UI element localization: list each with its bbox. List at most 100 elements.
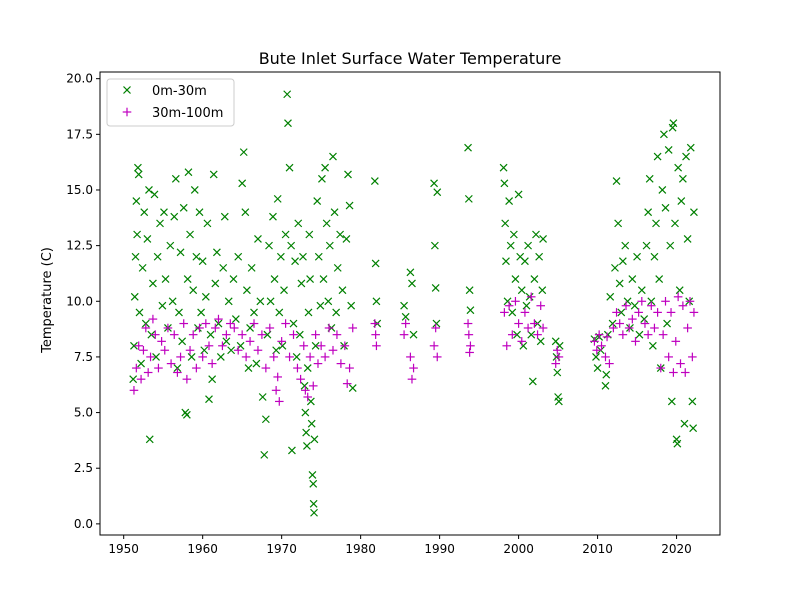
point-1-55: [303, 392, 313, 402]
point-0-205: [608, 319, 617, 328]
point-0-207: [612, 177, 621, 185]
point-0-244: [675, 286, 684, 295]
point-1-22: [192, 363, 201, 373]
point-0-83: [265, 241, 273, 250]
point-0-53: [208, 375, 217, 384]
point-1-136: [685, 296, 695, 306]
point-0-54: [209, 170, 218, 179]
point-0-37: [183, 275, 192, 283]
point-0-218: [635, 330, 644, 339]
point-0-210: [617, 308, 626, 317]
point-0-105: [299, 252, 307, 261]
point-1-54: [301, 386, 310, 395]
point-1-10: [154, 363, 163, 373]
point-1-66: [340, 341, 350, 351]
point-1-60: [316, 341, 326, 351]
point-0-80: [260, 450, 269, 459]
point-1-77: [409, 363, 418, 373]
point-0-169: [508, 308, 517, 317]
point-0-152: [409, 330, 418, 339]
point-1-113: [621, 301, 631, 311]
point-0-140: [344, 170, 352, 179]
point-0-20: [153, 252, 162, 261]
point-1-115: [628, 314, 637, 324]
point-0-249: [683, 235, 692, 243]
point-0-66: [234, 252, 243, 261]
y-tick-label-3: 7.5: [74, 350, 93, 364]
point-0-229: [655, 275, 664, 283]
point-0-167: [505, 197, 514, 206]
point-0-33: [178, 337, 187, 346]
point-1-118: [637, 296, 647, 306]
point-1-24: [198, 352, 207, 362]
point-0-173: [514, 190, 523, 199]
point-0-117: [309, 479, 318, 488]
point-1-30: [218, 341, 227, 351]
point-0-55: [211, 279, 220, 288]
point-1-61: [320, 352, 330, 362]
point-1-8: [148, 314, 158, 324]
point-0-6: [133, 163, 142, 172]
point-1-121: [646, 301, 656, 311]
point-0-70: [241, 208, 250, 217]
point-1-38: [249, 319, 259, 328]
point-0-217: [633, 252, 641, 261]
point-0-226: [650, 252, 659, 261]
point-1-100: [552, 345, 562, 355]
point-0-41: [189, 286, 198, 295]
point-1-7: [146, 352, 155, 362]
point-1-75: [406, 352, 415, 362]
point-0-132: [329, 152, 337, 161]
point-0-119: [310, 508, 318, 517]
point-0-60: [220, 212, 229, 221]
point-0-7: [134, 170, 143, 179]
point-1-106: [601, 352, 610, 362]
point-0-73: [246, 324, 254, 332]
point-0-254: [690, 208, 698, 217]
point-0-92: [280, 286, 288, 295]
point-1-9: [150, 330, 160, 339]
point-0-141: [345, 201, 354, 210]
point-1-109: [609, 323, 618, 333]
point-0-216: [630, 301, 639, 310]
point-0-23: [160, 208, 168, 217]
point-1-72: [372, 341, 381, 351]
point-0-78: [256, 297, 265, 306]
point-0-4: [132, 197, 141, 206]
point-0-5: [133, 230, 142, 239]
x-tick-label-2: 1970: [266, 542, 297, 556]
point-0-31: [175, 308, 183, 317]
point-0-98: [287, 446, 296, 455]
point-0-225: [648, 341, 657, 350]
point-0-231: [658, 186, 667, 194]
point-1-70: [370, 319, 380, 328]
plot-points: [129, 90, 699, 517]
point-1-2: [134, 341, 144, 351]
point-1-119: [640, 319, 650, 328]
point-1-67: [342, 379, 352, 388]
point-0-10: [138, 263, 147, 272]
point-0-45: [195, 208, 204, 217]
point-1-101: [554, 352, 564, 362]
point-0-150: [406, 268, 415, 277]
point-0-114: [306, 397, 315, 406]
point-0-251: [686, 143, 695, 152]
point-0-52: [206, 330, 215, 339]
point-0-165: [502, 257, 510, 266]
point-0-222: [644, 208, 653, 217]
point-0-227: [652, 219, 660, 228]
point-0-64: [229, 275, 238, 283]
point-1-117: [634, 308, 643, 317]
point-0-232: [659, 130, 668, 139]
point-1-27: [207, 359, 217, 368]
point-0-93: [281, 230, 290, 239]
point-0-65: [231, 315, 240, 324]
point-1-31: [222, 330, 231, 339]
point-0-166: [503, 297, 512, 306]
point-0-62: [224, 297, 233, 306]
x-tick-label-1: 1960: [187, 542, 218, 556]
point-0-69: [239, 148, 248, 157]
point-0-86: [270, 275, 279, 283]
point-0-116: [308, 470, 317, 479]
